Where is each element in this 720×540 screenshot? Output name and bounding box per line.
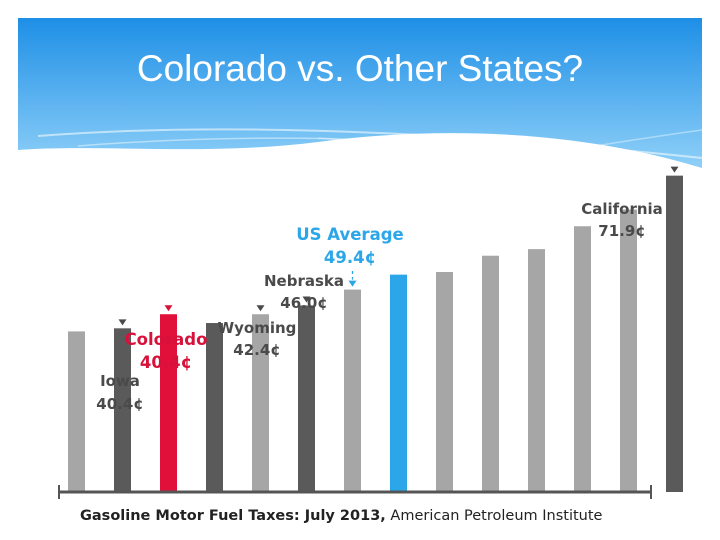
callout-name: Iowa: [100, 372, 140, 390]
callout-value: 40.4¢: [96, 395, 143, 413]
callout-value: 40.4¢: [140, 353, 192, 372]
callout-1: Colorado 40.4¢: [125, 305, 208, 372]
bar-6: [344, 289, 361, 492]
callout-name: Colorado: [125, 330, 208, 349]
callout-arrow: [302, 296, 311, 303]
bar-11: [574, 226, 591, 493]
slide-title: Colorado vs. Other States?: [136, 48, 584, 89]
bar-5: [298, 305, 315, 492]
caption-bold: Gasoline Motor Fuel Taxes: July 2013,: [80, 508, 386, 524]
bars-group: [68, 175, 683, 493]
callout-name: Nebraska: [264, 272, 344, 290]
callout-arrow: [164, 305, 173, 312]
bar-1: [114, 328, 131, 492]
callout-arrow: [348, 280, 357, 287]
callout-name: US Average: [296, 225, 403, 244]
title-banner: [18, 18, 702, 187]
x-axis: [58, 485, 652, 499]
chart-caption: Gasoline Motor Fuel Taxes: July 2013, Am…: [80, 508, 603, 524]
callout-5: California 71.9¢: [581, 166, 679, 240]
caption-source: American Petroleum Institute: [386, 508, 603, 524]
bar-12: [620, 209, 637, 492]
callout-name: California: [581, 200, 663, 218]
callout-arrow: [256, 305, 265, 312]
callout-0: Iowa 40.4¢: [96, 319, 144, 413]
bar-9: [482, 255, 499, 492]
bar-13: [666, 175, 683, 492]
callout-value: 46.0¢: [280, 294, 327, 312]
callout-arrow: [118, 319, 127, 326]
callouts-group: Iowa40.4¢Colorado40.4¢Wyoming42.4¢Nebras…: [96, 166, 679, 413]
callout-value: 42.4¢: [233, 341, 280, 359]
bar-8: [436, 272, 453, 492]
bar-10: [528, 249, 545, 492]
callout-value: 71.9¢: [598, 222, 645, 240]
bar-3: [206, 323, 223, 492]
callout-value: 49.4¢: [324, 248, 376, 267]
bar-0: [68, 331, 85, 492]
bar-2: [160, 314, 177, 492]
callout-4: US Average 49.4¢: [296, 225, 404, 287]
bar-7: [390, 274, 407, 492]
callout-name: Wyoming: [218, 319, 297, 337]
bar-4: [252, 314, 269, 492]
callout-arrow: [670, 166, 679, 173]
callout-2: Wyoming 42.4¢: [218, 305, 297, 359]
callout-3: Nebraska 46.0¢: [264, 272, 344, 312]
